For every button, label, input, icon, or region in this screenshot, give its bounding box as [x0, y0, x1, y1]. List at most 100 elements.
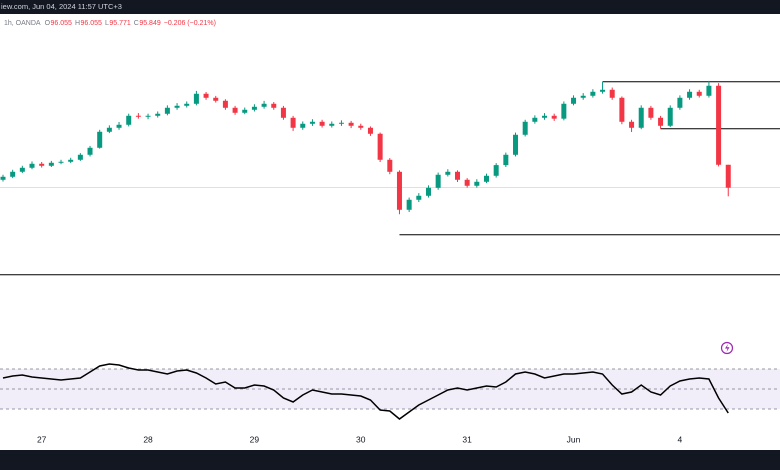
- candle-body: [454, 171, 460, 180]
- candle-body: [580, 95, 586, 98]
- candle-body: [435, 174, 441, 188]
- candle-body: [406, 199, 412, 210]
- candle-body: [629, 121, 635, 128]
- legend-value: 96.055: [81, 20, 103, 27]
- candle-body: [155, 113, 161, 116]
- alert-icon-bolt: [725, 344, 730, 352]
- candle-body: [174, 105, 180, 108]
- candle-body: [135, 115, 141, 117]
- candle-body: [193, 93, 199, 104]
- interval-text: 1h, OANDA: [4, 20, 41, 27]
- legend-key: C: [134, 20, 139, 27]
- candle-body: [658, 117, 664, 126]
- candle-body: [184, 103, 190, 106]
- candle-body: [600, 89, 606, 92]
- x-tick-label: 29: [250, 434, 260, 444]
- candle-body: [716, 85, 722, 165]
- candle-body: [106, 127, 112, 132]
- candle-body: [619, 97, 625, 122]
- candle-body: [609, 89, 615, 98]
- candle-body: [48, 162, 54, 166]
- candle-body: [251, 106, 257, 110]
- x-tick-label: 4: [678, 434, 683, 444]
- candle-body: [164, 107, 170, 114]
- candle-body: [590, 91, 596, 96]
- candle-body: [484, 175, 489, 182]
- top-bar: [0, 0, 780, 14]
- candle-body: [474, 181, 480, 186]
- x-tick-label: Jun: [567, 434, 581, 444]
- candle-body: [261, 103, 267, 107]
- x-tick-label: 28: [143, 434, 153, 444]
- candle-body: [648, 107, 654, 118]
- candle-body: [309, 121, 315, 124]
- candle-body: [0, 176, 6, 180]
- candle-body: [58, 161, 64, 163]
- candle-body: [542, 115, 548, 118]
- candle-body: [77, 154, 83, 160]
- bottom-bar: [0, 450, 780, 470]
- candle-body: [10, 171, 16, 177]
- candle-body: [242, 109, 248, 113]
- legend-value: 95.771: [109, 20, 131, 27]
- legend-key: O: [45, 20, 51, 27]
- candle-body: [396, 171, 402, 210]
- candle-body: [329, 123, 335, 126]
- candle-body: [145, 115, 151, 117]
- candle-body: [87, 147, 93, 155]
- candle-body: [677, 97, 683, 108]
- candle-body: [532, 117, 538, 122]
- candle-body: [68, 159, 74, 162]
- candle-body: [416, 195, 422, 200]
- candle-body: [571, 97, 577, 104]
- candle-body: [358, 125, 364, 128]
- candle-body: [464, 179, 470, 186]
- candle-body: [493, 165, 499, 176]
- candle-body: [667, 107, 673, 126]
- candle-body: [725, 164, 731, 188]
- legend-key: H: [75, 20, 80, 27]
- candle-body: [319, 121, 325, 126]
- candle-body: [387, 159, 393, 172]
- candle-body: [367, 127, 373, 134]
- candle-body: [116, 124, 122, 128]
- candle-body: [687, 91, 693, 98]
- candle-body: [300, 123, 306, 128]
- candle-body: [706, 85, 712, 96]
- rsi-line: [2, 363, 729, 420]
- legend-value: 96.055: [51, 20, 73, 27]
- candle-body: [280, 107, 286, 118]
- candle-body: [503, 154, 509, 166]
- candle-body: [522, 121, 528, 135]
- x-tick-label: 30: [356, 434, 366, 444]
- candle-body: [377, 133, 383, 160]
- candle-body: [425, 187, 431, 196]
- x-tick-label: 27: [37, 434, 47, 444]
- candle-body: [232, 107, 238, 113]
- ohlc-legend: O 96.055 H 96.055 L 95.771 C 95.849 −0.206 (−0.2…: [45, 20, 216, 27]
- candle-body: [561, 103, 567, 119]
- legend-change: −0.206 (−0.21%): [164, 20, 216, 27]
- candle-body: [29, 163, 35, 168]
- candle-body: [97, 131, 103, 148]
- legend-key: L: [105, 20, 109, 27]
- candle-body: [551, 115, 557, 119]
- candle-body: [338, 122, 344, 124]
- candle-body: [222, 100, 228, 108]
- source-text: iew.com, Jun 04, 2024 11:57 UTC+3: [1, 2, 122, 11]
- candle-body: [348, 122, 354, 126]
- candle-body: [203, 93, 209, 98]
- candle-body: [513, 134, 519, 155]
- candle-body: [696, 91, 702, 96]
- candle-body: [19, 167, 25, 172]
- candle-body: [290, 117, 296, 128]
- candle-body: [445, 171, 451, 175]
- candle-body: [126, 115, 132, 125]
- candle-body: [213, 97, 219, 101]
- legend-value: 95.849: [139, 20, 161, 27]
- alert-icon[interactable]: [720, 341, 734, 355]
- x-tick-label: 31: [462, 434, 472, 444]
- candle-body: [39, 163, 45, 166]
